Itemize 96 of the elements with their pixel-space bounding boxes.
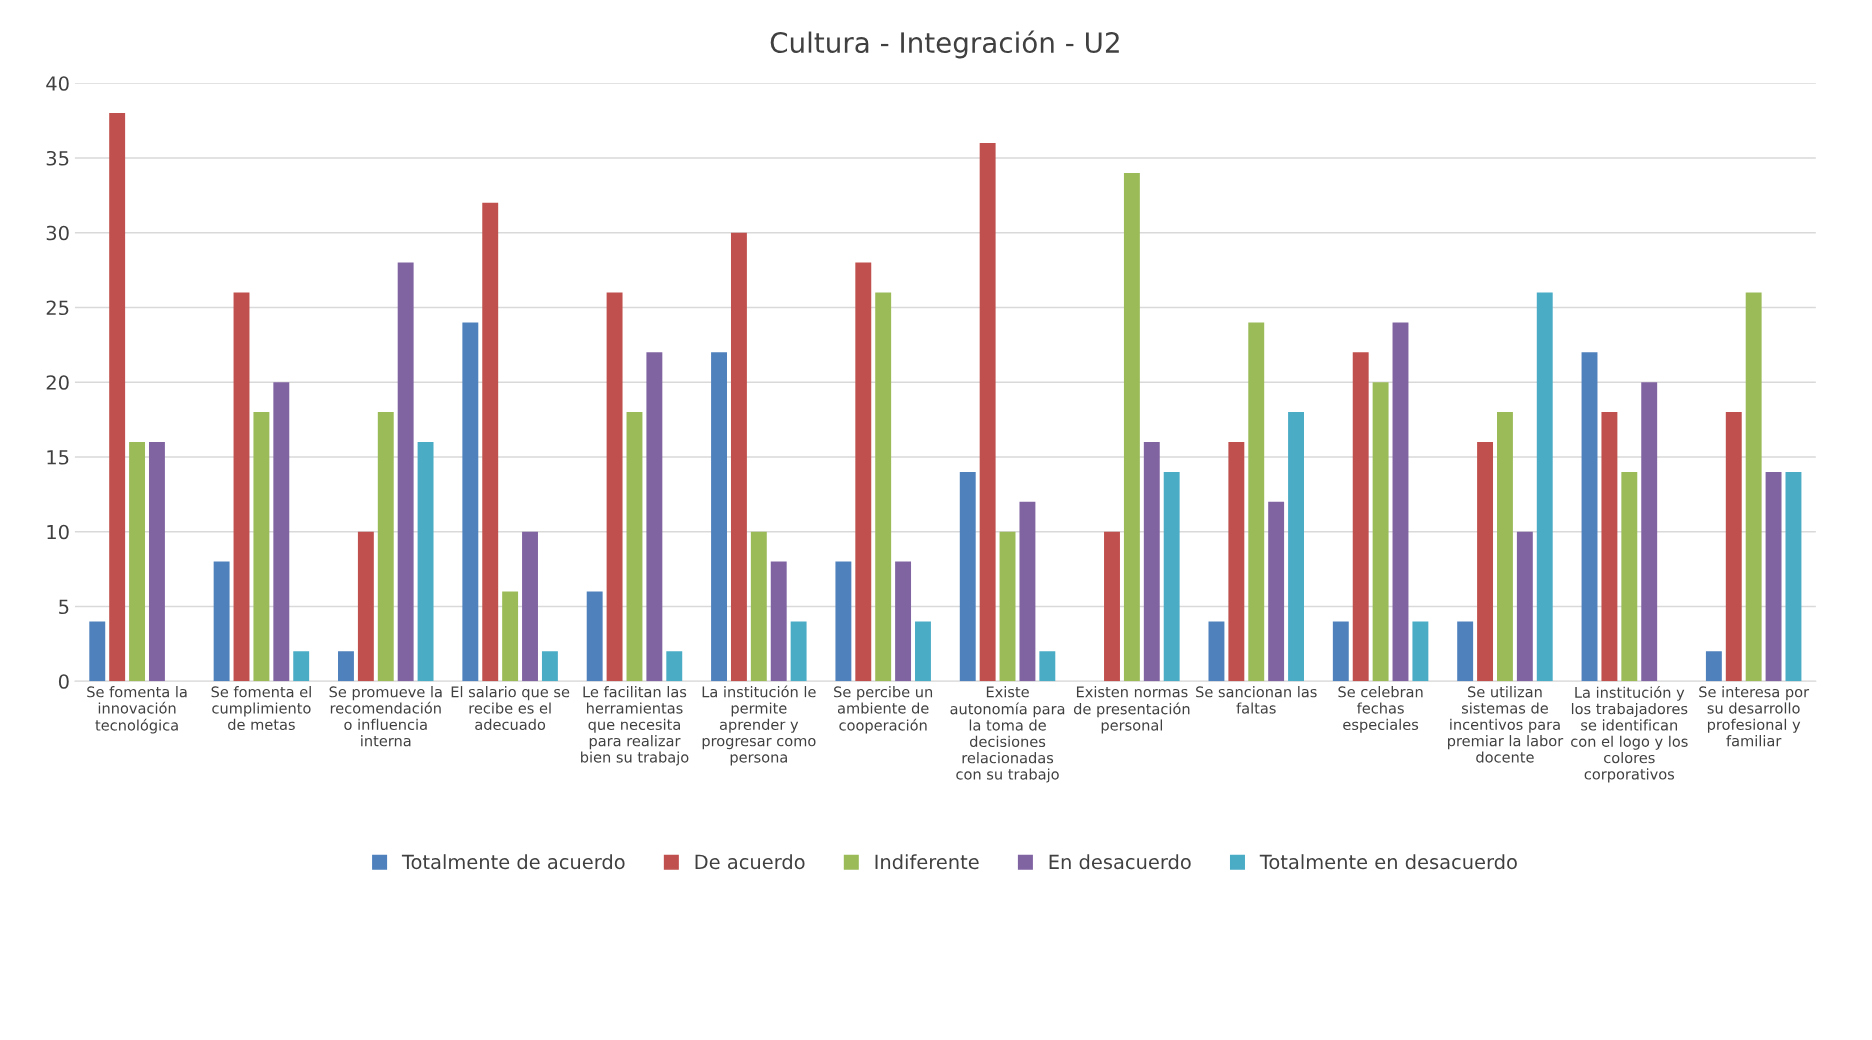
bar	[1248, 322, 1265, 682]
bar	[1621, 471, 1638, 682]
bar	[1457, 621, 1474, 682]
bar	[338, 651, 354, 682]
x-tick-label: Se interesa por su desarrollo profesional y familiar	[1699, 686, 1810, 747]
bar	[875, 292, 892, 682]
bar	[1745, 292, 1762, 682]
bar	[1268, 501, 1285, 682]
bar	[1019, 501, 1036, 682]
bar	[462, 322, 479, 682]
y-tick-label: 35	[46, 150, 69, 166]
bar	[999, 531, 1016, 682]
bar	[666, 651, 683, 682]
bar	[417, 442, 434, 682]
x-tick-label: Existe autonomía para la toma de decisiones relacionadas con su trabajo	[950, 686, 1065, 783]
bar	[895, 561, 912, 682]
y-tick-label: 0	[58, 674, 69, 689]
bar	[790, 621, 807, 682]
bar	[1039, 651, 1056, 682]
bar	[1332, 621, 1349, 682]
x-tick-label: Se utilizan sistemas de incentivos para premiar la labor docente	[1448, 686, 1564, 763]
bar	[750, 531, 767, 682]
bar	[1601, 412, 1618, 682]
x-tick-label: Se percibe un ambiente de cooperación	[834, 686, 933, 734]
bar	[253, 412, 270, 682]
x-tick-label: Se sancionan las faltas	[1196, 686, 1317, 714]
chart-title: Cultura - Integración - U2	[770, 30, 1119, 59]
bar	[711, 352, 727, 682]
bar	[357, 531, 374, 682]
bar	[835, 561, 852, 682]
x-tick-label: Se fomenta el cumplimiento de metas	[211, 686, 311, 731]
x-tick-label: La institución y los trabajadores se identifican con el logo y los colores corporativos	[1571, 686, 1688, 783]
bar	[646, 352, 663, 682]
bar	[89, 621, 106, 682]
legend-label: En desacuerdo	[1049, 854, 1191, 870]
bar	[979, 143, 996, 682]
bar	[1705, 651, 1722, 682]
x-tick-label: Existen normas de presentación personal	[1073, 686, 1190, 734]
bar	[1477, 442, 1494, 682]
bar	[730, 232, 747, 682]
y-tick-label: 40	[46, 76, 69, 91]
y-tick-label: 30	[46, 225, 69, 241]
bar	[1208, 621, 1225, 682]
x-tick-label: Se fomenta la innovación tecnológica	[87, 686, 187, 734]
bar	[1228, 442, 1245, 682]
bar	[959, 471, 976, 682]
bar	[502, 591, 519, 682]
y-tick-label: 10	[47, 524, 69, 540]
bar	[1352, 352, 1369, 682]
bar	[586, 591, 603, 682]
bar	[1372, 382, 1389, 682]
bar	[1641, 382, 1658, 682]
bar	[1785, 471, 1802, 682]
bar	[293, 651, 310, 682]
bar	[1536, 292, 1553, 682]
x-tick-label: La institución le permite aprender y progresar como persona	[702, 685, 816, 766]
bar	[1581, 352, 1598, 682]
bar	[1497, 412, 1513, 682]
x-tick-label: Le facilitan las herramientas que necesita para realizar bien su trabajo	[581, 686, 689, 766]
bar	[1392, 322, 1409, 682]
y-tick-label: 5	[59, 599, 69, 615]
bar	[109, 113, 126, 682]
bar	[1163, 471, 1180, 682]
legend-label: Totalmente de acuerdo	[401, 854, 625, 870]
legend-label: De acuerdo	[695, 854, 805, 870]
bar	[149, 442, 165, 682]
legend-label: Indiferente	[875, 854, 979, 870]
bar	[606, 292, 623, 682]
bar	[541, 651, 558, 682]
bar	[626, 412, 643, 682]
bar	[1288, 412, 1304, 682]
x-tick-label: Se celebran fechas especiales	[1338, 686, 1423, 733]
bar	[1104, 531, 1120, 682]
bar	[397, 262, 414, 682]
x-tick-label: Se promueve la recomendación o influencia interna	[329, 686, 442, 747]
bar	[1143, 442, 1160, 682]
bar	[1765, 471, 1782, 682]
bar	[1123, 172, 1140, 682]
bar	[213, 561, 230, 682]
x-tick-label: El salario que se recibe es el adecuado	[451, 686, 570, 731]
bar	[855, 262, 872, 682]
bar	[233, 292, 250, 682]
bar	[273, 382, 290, 682]
bar	[915, 621, 931, 682]
bar	[129, 442, 146, 682]
y-tick-label: 15	[47, 450, 69, 465]
bar	[377, 412, 394, 682]
y-tick-label: 20	[46, 375, 69, 390]
y-tick-label: 25	[46, 300, 69, 316]
legend-label: Totalmente en desacuerdo	[1259, 854, 1517, 870]
bar	[1725, 412, 1742, 682]
bar	[1412, 621, 1429, 682]
bar	[482, 202, 499, 682]
bar	[770, 561, 787, 682]
bar	[1516, 531, 1533, 682]
bar	[522, 531, 538, 682]
